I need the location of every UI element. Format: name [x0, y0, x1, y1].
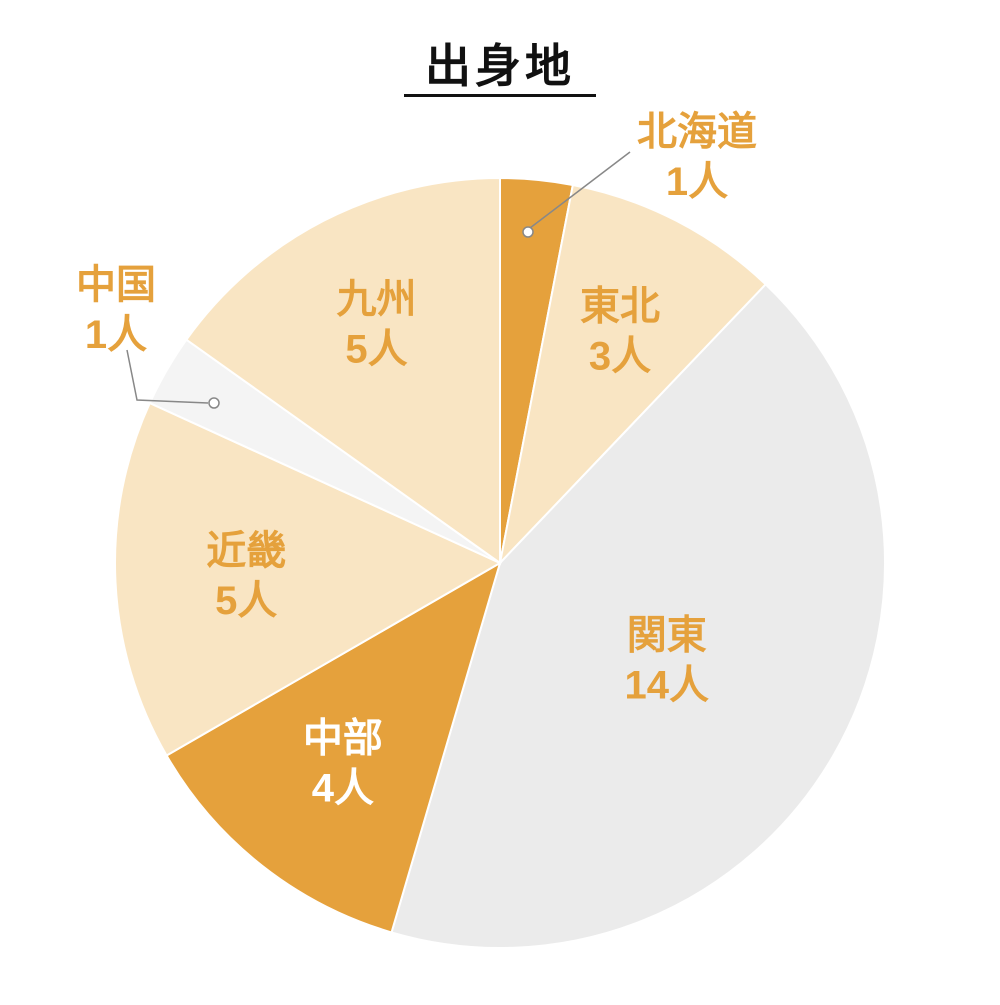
pie-slice-6: [184, 176, 501, 565]
leader-dot-0: [522, 226, 534, 238]
chart-title: 出身地: [425, 40, 575, 92]
slice-label-1: 東北 3人: [580, 284, 660, 378]
slice-label-3: 中部 4人: [303, 717, 383, 811]
slice-label-value: 4人: [312, 767, 374, 811]
slice-label-value: 3人: [589, 334, 651, 378]
leader-lines: [126, 151, 631, 409]
slice-label-value: 14人: [624, 663, 709, 707]
slice-label-name: 中部: [303, 717, 383, 761]
slice-label-name: 関東: [627, 613, 707, 657]
outside-label-5: 中国 1人: [76, 263, 156, 357]
slice-label-name: 近畿: [206, 529, 286, 573]
leader-line-0: [529, 151, 631, 229]
outside-label-value: 1人: [85, 313, 147, 357]
outside-label-name: 中国: [76, 263, 156, 307]
pie-slice-4: [114, 401, 503, 757]
leader-line-5: [126, 349, 209, 404]
slice-label-name: 東北: [580, 284, 660, 328]
pie-slice-3: [165, 560, 502, 934]
pie-slices: [114, 176, 886, 949]
pie-slice-1: [498, 183, 768, 567]
slice-label-value: 5人: [345, 327, 407, 371]
slice-label-2: 関東 14人: [624, 613, 709, 707]
title-underline: [404, 94, 596, 97]
slice-label-name: 九州: [337, 277, 417, 321]
slice-label-4: 近畿 5人: [206, 529, 286, 623]
outside-label-name: 北海道: [637, 110, 757, 154]
slice-label-6: 九州 5人: [337, 277, 417, 371]
slice-label-value: 5人: [215, 579, 277, 623]
outside-label-0: 北海道 1人: [637, 110, 757, 204]
leader-dot-5: [208, 397, 220, 409]
pie-slice-2: [390, 282, 886, 949]
outside-label-value: 1人: [666, 160, 728, 204]
